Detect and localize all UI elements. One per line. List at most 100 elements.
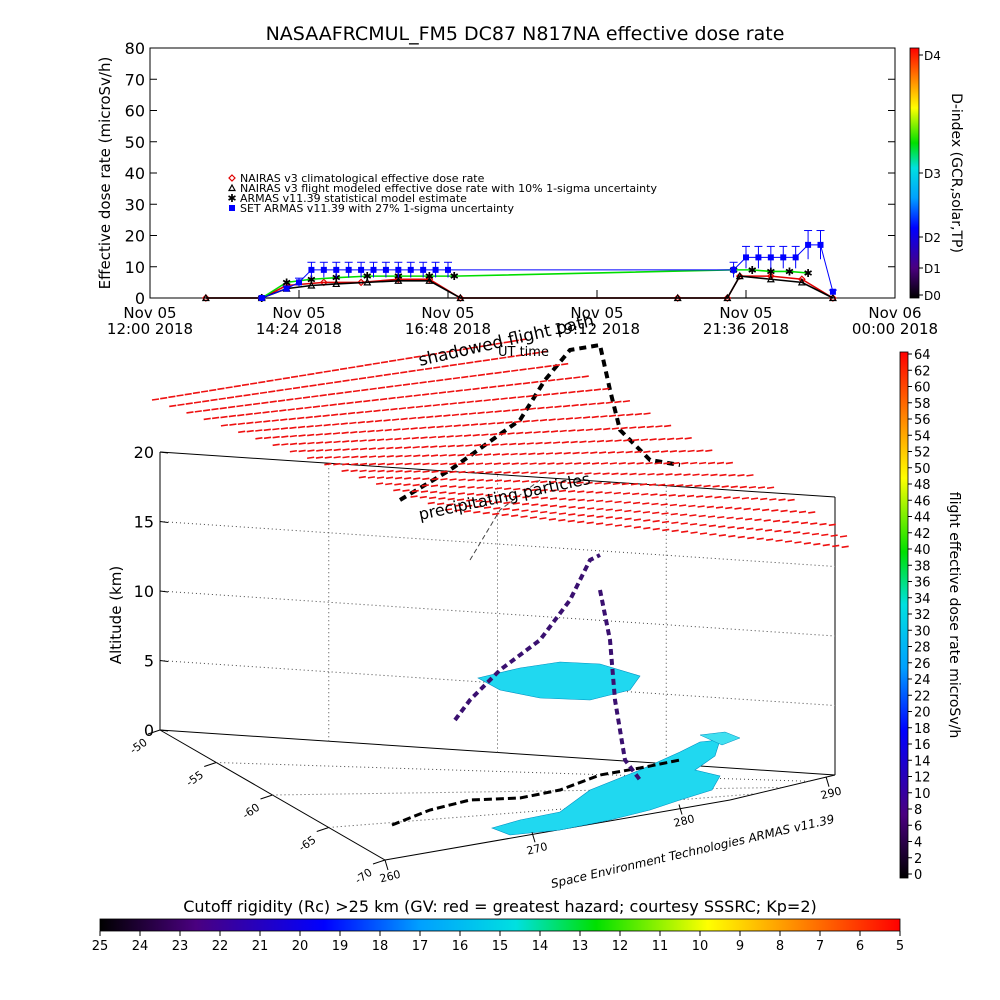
dose-dash <box>600 462 609 465</box>
dose-dash <box>633 518 642 522</box>
dose-dash <box>367 375 375 379</box>
dose-dash <box>311 395 319 398</box>
data-point <box>743 254 749 261</box>
y-tick-label: 0 <box>135 289 145 308</box>
dose-dash <box>430 454 439 457</box>
dose-dash <box>679 513 688 517</box>
data-point <box>797 278 806 286</box>
grid-line <box>159 590 836 637</box>
dose-dash <box>376 429 384 432</box>
dose-dash <box>336 391 344 395</box>
dose-dash <box>455 504 463 507</box>
dose-dash <box>540 496 548 500</box>
dose-dash <box>607 451 616 454</box>
dose-dash <box>558 489 567 493</box>
dose-dash <box>725 461 733 465</box>
data-point <box>363 278 372 286</box>
dose-dash <box>737 473 745 477</box>
rigidity-colorbar-tick-label: 18 <box>372 939 389 954</box>
dose-dash <box>726 516 734 520</box>
dose-dash <box>646 425 654 429</box>
dose-dash <box>356 411 364 414</box>
dose-dash <box>281 435 289 438</box>
dose-dash <box>367 429 375 433</box>
dose-dash <box>477 411 485 415</box>
dose-colorbar-tick-label: 38 <box>914 559 931 574</box>
dose-dash <box>289 434 298 438</box>
dose-dash <box>466 492 475 496</box>
dose-dash <box>269 400 277 404</box>
dose-dash <box>494 494 502 497</box>
dose-dash <box>369 387 377 391</box>
dose-dash <box>531 496 539 499</box>
dose-dash <box>564 377 573 380</box>
dose-dash <box>272 427 280 431</box>
rigidity-colorbar-tick-label: 25 <box>92 939 109 954</box>
dose-dash <box>531 488 539 492</box>
dose-dash <box>694 484 702 488</box>
dose-dash <box>576 390 585 393</box>
dose-dash <box>375 374 383 378</box>
dose-dash <box>376 438 385 442</box>
dose-dash <box>342 448 350 451</box>
dose-dash <box>449 462 457 466</box>
dose-dash <box>579 440 587 444</box>
dose-dash <box>359 469 367 473</box>
dose-dash <box>494 487 503 490</box>
dose-dash <box>632 501 641 505</box>
dose-dash <box>522 420 530 423</box>
dose-dash <box>828 523 836 527</box>
y-tick-label: 70 <box>125 70 145 89</box>
dose-dash <box>151 398 160 401</box>
dose-dash <box>474 443 482 447</box>
dose-dash <box>380 397 388 401</box>
data-point <box>735 271 744 280</box>
dose-dash <box>441 364 449 368</box>
dose-dash <box>624 517 632 521</box>
dose-dash <box>813 542 821 546</box>
dose-dash <box>351 455 359 459</box>
dose-dash <box>707 461 716 465</box>
dose-dash <box>576 481 584 485</box>
dose-dash <box>220 415 228 419</box>
dose-dash <box>745 517 753 521</box>
dose-dash <box>472 387 480 391</box>
dose-dash <box>462 347 470 351</box>
dose-dash <box>512 479 521 483</box>
dose-dash <box>487 343 495 347</box>
dose-dash <box>324 462 332 466</box>
rigidity-colorbar-ticks: 25 24 23 22 21 20 19 18 17 16 15 14 13 12 11 10 9 8 7 6 5 <box>92 931 904 954</box>
dindex-colorbar <box>909 47 920 299</box>
dose-dash <box>517 395 525 399</box>
dose-dash <box>323 370 331 373</box>
dose-dash <box>357 421 365 424</box>
dose-dash <box>511 339 519 343</box>
dose-dash <box>429 435 437 439</box>
dose-dash <box>696 449 704 453</box>
dose-dash <box>455 389 463 392</box>
data-point <box>673 293 682 302</box>
rigidity-colorbar-tick-label: 22 <box>212 939 229 954</box>
dose-dash <box>651 502 659 506</box>
dose-dash <box>654 461 662 465</box>
dose-dash <box>620 426 628 430</box>
dose-dash <box>643 526 651 530</box>
dose-dash <box>263 436 272 440</box>
z-tick <box>159 521 169 523</box>
dose-dash <box>690 461 698 465</box>
dose-dash <box>507 432 515 435</box>
dose-dash <box>614 524 623 527</box>
dose-dash <box>585 428 593 432</box>
dose-dash <box>689 514 697 517</box>
rigidity-colorbar-tick-label: 9 <box>736 939 744 954</box>
dose-dash <box>350 430 358 434</box>
dose-dash <box>596 499 604 503</box>
dose-dash <box>672 461 680 465</box>
x-tick-label-date: Nov 05 <box>272 304 325 322</box>
data-point: ✱ <box>363 270 372 283</box>
dose-dash <box>463 509 472 513</box>
dose-dash <box>629 426 637 429</box>
dose-dash <box>202 399 210 403</box>
dose-dash <box>561 441 569 444</box>
